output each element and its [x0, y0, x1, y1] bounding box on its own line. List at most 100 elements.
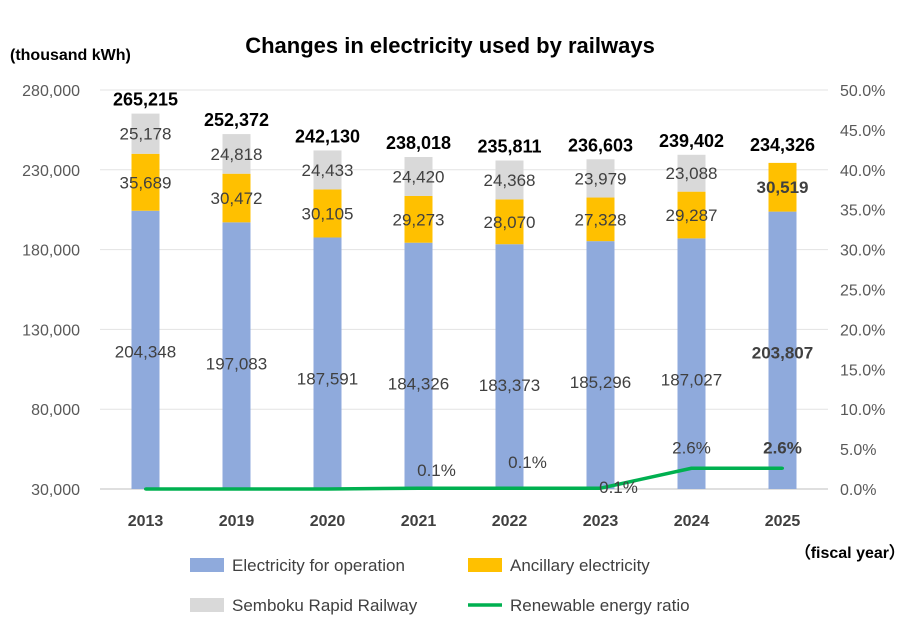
- bar-segment: [768, 162, 797, 212]
- bar-segment: [495, 244, 524, 489]
- value-label-operation: 197,083: [206, 354, 267, 373]
- bar-segment: [404, 195, 433, 243]
- bar-segment: [495, 160, 524, 200]
- bar-segment: [677, 154, 706, 192]
- bar-segment: [586, 241, 615, 489]
- renewable-point: [417, 486, 420, 490]
- y2-tick-label: 10.0%: [840, 402, 885, 419]
- renewable-point: [508, 486, 511, 490]
- bar-segment: [313, 189, 342, 238]
- ratio-label: 2.6%: [672, 438, 711, 457]
- bar-segment: [677, 238, 706, 489]
- y-tick-label: 80,000: [31, 402, 80, 419]
- y-tick-label: 180,000: [22, 243, 80, 260]
- value-label-ancillary: 30,105: [302, 204, 354, 223]
- x-tick-label: 2022: [492, 513, 528, 530]
- total-label: 235,811: [477, 137, 541, 157]
- y-axis-unit-label: (thousand kWh): [10, 47, 131, 64]
- ratio-label: 2.6%: [763, 438, 802, 457]
- value-label-semboku: 24,818: [211, 145, 263, 164]
- legend-label: Renewable energy ratio: [510, 596, 690, 615]
- y2-tick-label: 25.0%: [840, 283, 885, 300]
- x-tick-label: 2013: [128, 513, 164, 530]
- value-label-ancillary: 35,689: [120, 173, 172, 192]
- value-label-ancillary: 29,287: [666, 206, 718, 225]
- ratio-label: 0.1%: [599, 478, 638, 497]
- value-label-semboku: 25,178: [120, 125, 172, 144]
- y2-tick-label: 50.0%: [840, 83, 885, 100]
- bar-segment: [495, 199, 524, 245]
- renewable-point: [326, 487, 329, 491]
- value-label-ancillary: 29,273: [393, 210, 445, 229]
- value-label-semboku: 23,979: [575, 169, 627, 188]
- y2-tick-label: 15.0%: [840, 362, 885, 379]
- renewable-point: [144, 487, 147, 491]
- y2-axis-ticks: 0.0% 5.0% 10.0% 15.0% 20.0% 25.0% 30.0% 35.0% 40…: [840, 83, 885, 499]
- x-tick-label: 2021: [401, 513, 437, 530]
- legend-swatch: [190, 558, 224, 572]
- value-label-operation: 184,326: [388, 375, 449, 394]
- renewable-point: [781, 466, 784, 470]
- total-label: 242,130: [295, 126, 360, 146]
- total-label: 234,326: [750, 135, 815, 155]
- legend: Electricity for operation Ancillary elect…: [190, 556, 690, 615]
- bar-segment: [313, 237, 342, 489]
- bar-segment: [677, 191, 706, 239]
- bar-segment: [131, 210, 160, 489]
- value-label-semboku: 24,433: [302, 161, 354, 180]
- value-label-semboku: 24,420: [393, 167, 445, 186]
- legend-swatch: [190, 598, 224, 612]
- y-axis-ticks: 30,000 80,000 130,000 180,000 230,000 280,000: [22, 83, 80, 499]
- bars: [131, 113, 797, 490]
- renewable-point: [235, 487, 238, 491]
- x-axis-label: （fiscal year）: [795, 544, 905, 562]
- bar-segment: [313, 150, 342, 190]
- total-label: 265,215: [113, 90, 178, 110]
- legend-label: Ancillary electricity: [510, 556, 650, 575]
- y2-tick-label: 5.0%: [840, 442, 876, 459]
- renewable-line-path: [145, 466, 783, 491]
- value-label-ancillary: 30,519: [757, 178, 809, 197]
- grid: [100, 89, 828, 490]
- y2-tick-label: 0.0%: [840, 482, 876, 499]
- y2-tick-label: 35.0%: [840, 203, 885, 220]
- bar-segment: [404, 242, 433, 489]
- y-tick-label: 130,000: [22, 322, 80, 339]
- value-label-operation: 204,348: [115, 343, 176, 362]
- renewable-point: [599, 486, 602, 490]
- x-tick-label: 2019: [219, 513, 255, 530]
- x-tick-label: 2025: [765, 513, 801, 530]
- x-tick-label: 2020: [310, 513, 346, 530]
- x-tick-label: 2023: [583, 513, 619, 530]
- value-label-operation: 187,591: [297, 369, 358, 388]
- bar-segment: [222, 173, 251, 223]
- bar-segment: [768, 211, 797, 489]
- value-label-ancillary: 28,070: [484, 213, 536, 232]
- renewable-point: [690, 466, 693, 470]
- bar-segment: [586, 197, 615, 242]
- bar-segment: [586, 159, 615, 198]
- value-label-semboku: 23,088: [666, 164, 718, 183]
- value-label-semboku: 24,368: [484, 171, 536, 190]
- value-label-operation: 183,373: [479, 376, 540, 395]
- bar-segment: [131, 153, 160, 211]
- y-tick-label: 230,000: [22, 163, 80, 180]
- legend-label: Semboku Rapid Railway: [232, 596, 418, 615]
- y-tick-label: 30,000: [31, 482, 80, 499]
- bar-segment: [222, 222, 251, 490]
- bar-segment: [222, 134, 251, 174]
- chart-title: Changes in electricity used by railways: [245, 33, 655, 58]
- value-label-ancillary: 27,328: [575, 210, 627, 229]
- value-label-ancillary: 30,472: [211, 189, 263, 208]
- y2-tick-label: 45.0%: [840, 123, 885, 140]
- value-label-operation: 203,807: [752, 344, 813, 363]
- y-tick-label: 280,000: [22, 83, 80, 100]
- total-label: 252,372: [204, 110, 269, 130]
- legend-swatch: [468, 558, 502, 572]
- x-axis-ticks: 2013 2019 2020 2021 2022 2023 2024 2025: [128, 513, 801, 530]
- value-label-operation: 187,027: [661, 370, 722, 389]
- bar-segment: [404, 157, 433, 196]
- ratio-label: 0.1%: [417, 461, 456, 480]
- total-label: 239,402: [659, 131, 724, 151]
